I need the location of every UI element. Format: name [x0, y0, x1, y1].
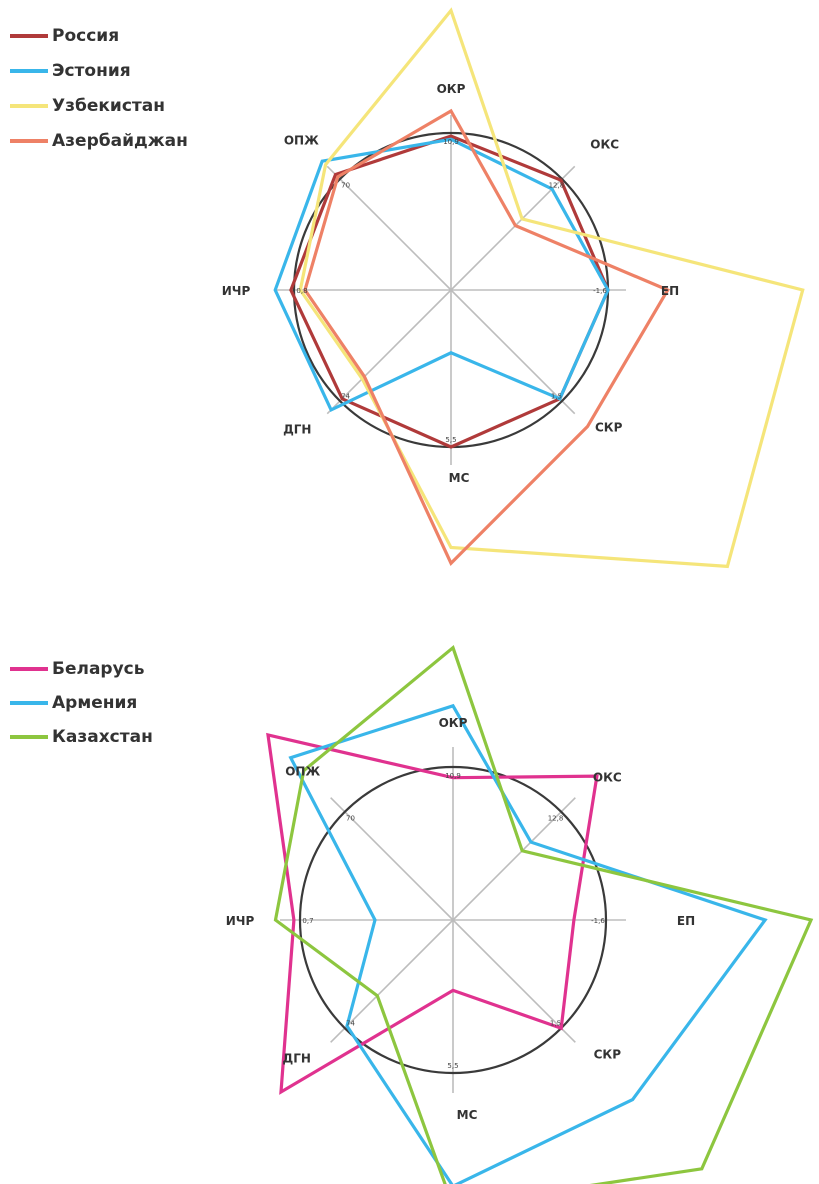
- axis-label: ЕП: [677, 914, 695, 928]
- legend-label: Эстония: [52, 60, 131, 81]
- legend-swatch: [10, 33, 48, 38]
- legend-swatch: [10, 68, 48, 73]
- tick-label: -1,6: [591, 917, 605, 925]
- legend-item: Беларусь: [10, 652, 153, 686]
- legend-swatch: [10, 103, 48, 108]
- legend-chart-2: Беларусь Армения Казахстан: [10, 652, 153, 754]
- legend-item: Армения: [10, 686, 153, 720]
- reference-circle: [298, 765, 608, 1075]
- axis-line: [330, 919, 454, 1043]
- series-line-series-0: [266, 732, 599, 1095]
- axis-line: [326, 165, 452, 291]
- axis-label: СКР: [595, 421, 623, 435]
- axis-label: ОКР: [437, 82, 466, 96]
- legend-swatch: [10, 138, 48, 143]
- legend-item: Азербайджан: [10, 123, 188, 158]
- tick-label: 5,5: [447, 1062, 458, 1070]
- axis-label: СКР: [594, 1047, 622, 1061]
- legend-label: Россия: [52, 25, 120, 46]
- radar-chart-1: 10,9 12,8 -1,6 1,5 5,5 74 0,8 70 ОКР ОКС ЕП СКР МС ДГ…: [222, 7, 805, 569]
- legend-swatch: [10, 701, 48, 705]
- axis-label: ДГН: [283, 423, 311, 437]
- series-line-series-1: [288, 703, 768, 1184]
- axis-line: [450, 165, 576, 291]
- axis-label: ДГН: [283, 1051, 311, 1065]
- axis-line: [330, 797, 454, 921]
- axis-label: ОПЖ: [284, 133, 319, 147]
- legend-item: Россия: [10, 18, 188, 53]
- axis-line: [326, 289, 452, 415]
- axis-label: ОКС: [590, 137, 619, 151]
- tick-label: 12,8: [549, 182, 565, 190]
- tick-label: 5,5: [445, 436, 456, 444]
- axis-label: ОКР: [439, 716, 468, 730]
- tick-label: 1,5: [551, 392, 562, 400]
- legend-label: Беларусь: [52, 659, 145, 679]
- legend-label: Узбекистан: [52, 95, 165, 116]
- tick-label: 12,8: [548, 815, 564, 823]
- axis-label: МС: [449, 471, 470, 485]
- axis-line: [452, 919, 576, 1043]
- axis-line: [450, 289, 576, 415]
- tick-label: 1,5: [550, 1020, 561, 1028]
- axis-label: ОПЖ: [285, 765, 320, 779]
- series-line-series-2: [273, 644, 814, 1184]
- axis-line: [452, 797, 576, 921]
- legend-label: Азербайджан: [52, 130, 188, 151]
- tick-label: 74: [341, 392, 350, 400]
- tick-label: -1,6: [593, 287, 607, 295]
- tick-label: 10,9: [443, 138, 459, 146]
- axis-label: ОКС: [593, 771, 622, 785]
- axis-label: ИЧР: [226, 914, 255, 928]
- tick-label: 70: [341, 182, 350, 190]
- legend-label: Армения: [52, 693, 138, 713]
- tick-label: 10,9: [445, 772, 461, 780]
- legend-chart-1: Россия Эстония Узбекистан Азербайджан: [10, 18, 188, 158]
- legend-label: Казахстан: [52, 727, 153, 747]
- legend-item: Эстония: [10, 53, 188, 88]
- series-line-series-2: [298, 7, 805, 569]
- axis-label: ИЧР: [222, 284, 251, 298]
- tick-label: 0,7: [302, 917, 313, 925]
- tick-label: 70: [346, 815, 355, 823]
- series-line-series-1: [273, 137, 610, 413]
- axis-label: МС: [457, 1108, 478, 1122]
- legend-swatch: [10, 735, 48, 739]
- series-line-series-3: [303, 108, 671, 566]
- tick-label: 74: [346, 1020, 355, 1028]
- radar-chart-2: 10,9 12,8 -1,6 1,5 5,5 74 0,7 70 ОКР ОКС ЕП СКР МС ДГ…: [226, 644, 814, 1184]
- tick-label: 0,8: [296, 287, 307, 295]
- axis-label: ЕП: [661, 284, 679, 298]
- legend-item: Узбекистан: [10, 88, 188, 123]
- legend-swatch: [10, 667, 48, 671]
- series-line-series-0: [289, 134, 610, 449]
- legend-item: Казахстан: [10, 720, 153, 754]
